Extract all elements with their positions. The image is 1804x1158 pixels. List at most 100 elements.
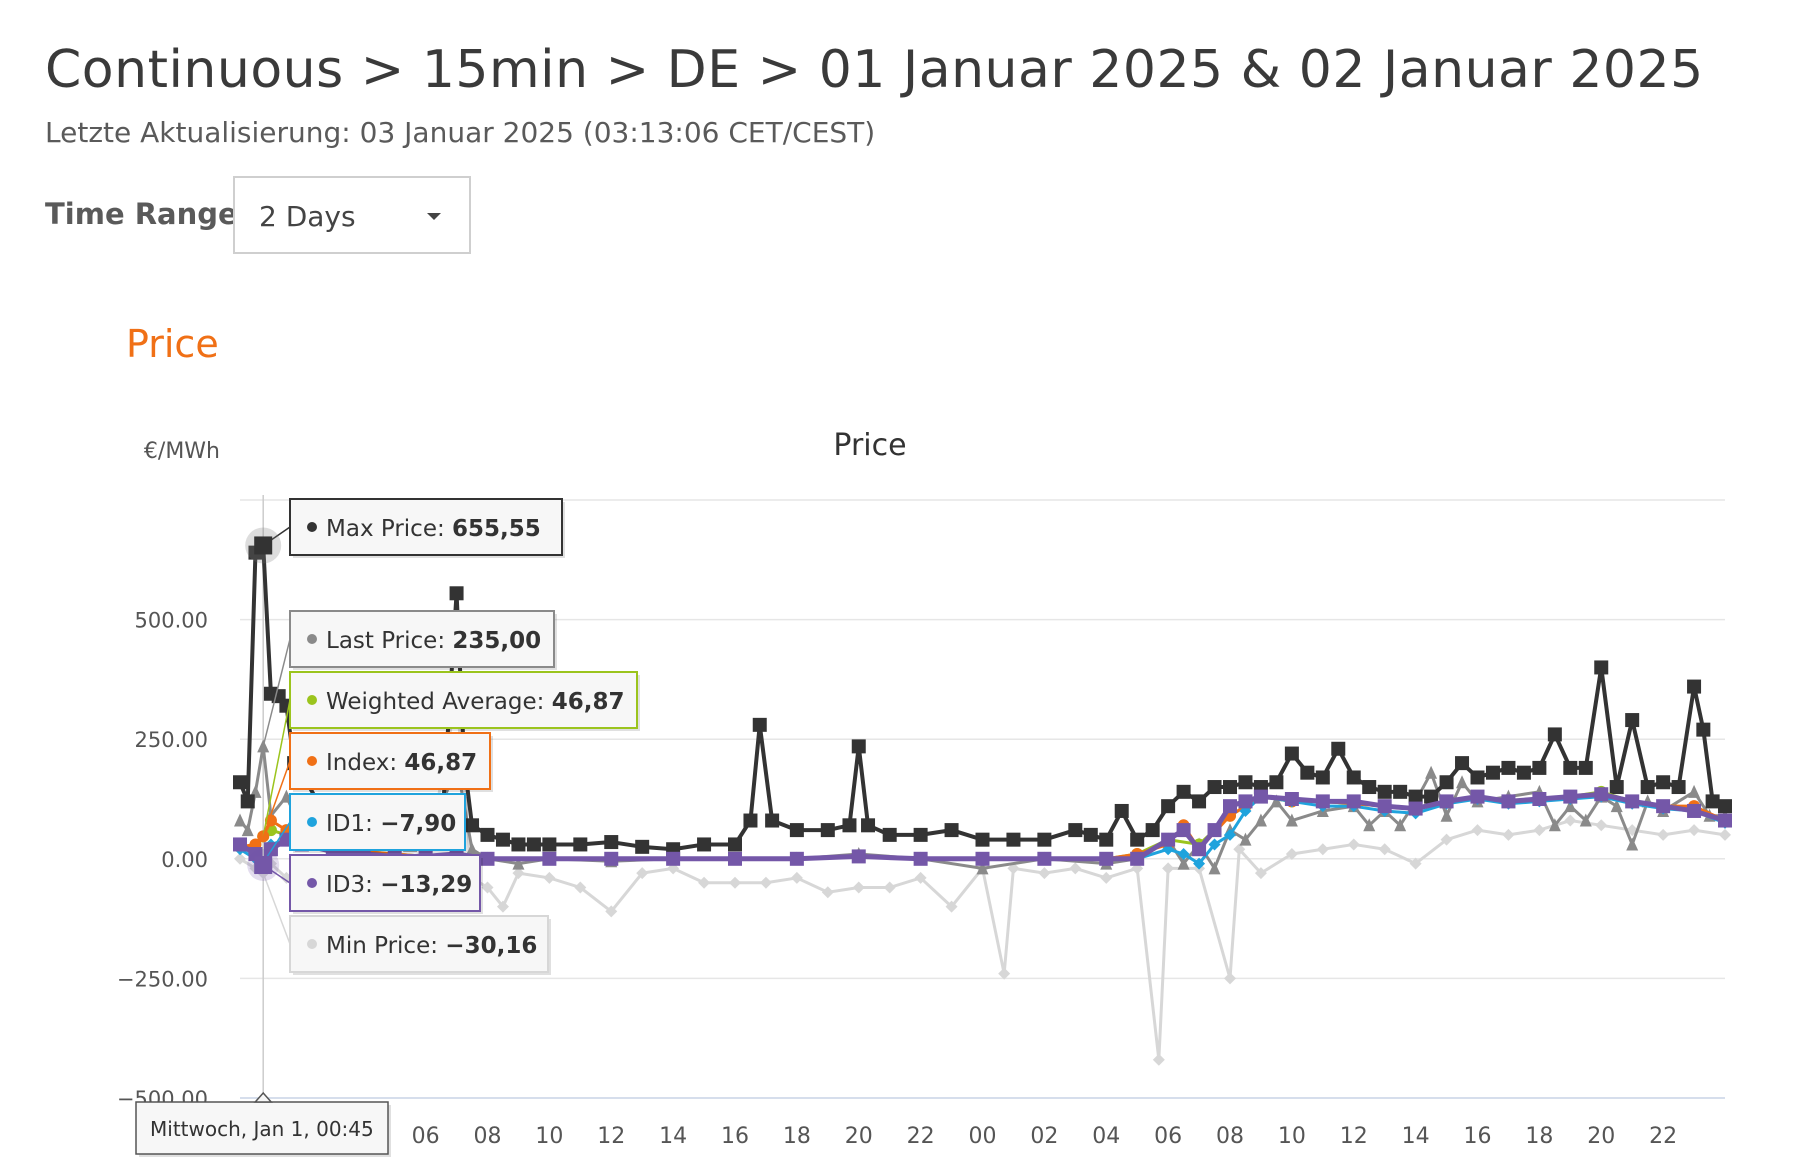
data-point-last xyxy=(1440,808,1453,822)
data-point-min xyxy=(729,876,741,889)
data-point-id1 xyxy=(1177,848,1190,861)
data-point-max xyxy=(765,813,780,828)
data-point-last xyxy=(1270,794,1283,808)
data-point-max xyxy=(1718,799,1732,814)
data-point-max xyxy=(1207,780,1222,795)
y-tick-label: 0.00 xyxy=(161,848,208,872)
x-tick-label: 06 xyxy=(1154,1124,1182,1149)
tooltip-series-name: Weighted Average: xyxy=(326,689,552,715)
breadcrumb: Continuous > 15min > DE > 01 Januar 2025… xyxy=(45,40,1704,100)
data-point-max xyxy=(1393,784,1408,799)
data-point-min xyxy=(1038,867,1051,880)
data-point-max xyxy=(789,823,804,838)
data-point-last xyxy=(1363,818,1376,832)
data-point-max xyxy=(465,818,480,833)
data-point-id3 xyxy=(1099,851,1114,866)
tooltip-connector xyxy=(262,872,291,945)
data-point-min xyxy=(1440,833,1453,846)
data-point-max xyxy=(1671,780,1686,795)
data-point-id3 xyxy=(789,851,804,866)
hover-point xyxy=(254,536,273,555)
data-point-min xyxy=(1471,824,1484,837)
x-tick-label: 16 xyxy=(1464,1124,1492,1149)
data-point-id1 xyxy=(1224,828,1236,841)
tooltip-dot xyxy=(307,522,317,532)
data-point-last xyxy=(1239,832,1252,846)
data-point-min xyxy=(574,881,587,894)
data-point-max xyxy=(842,818,857,833)
data-point-min xyxy=(1657,828,1670,841)
y-tick-label: 250.00 xyxy=(135,728,208,752)
tooltip-weighted: Weighted Average: 46,87 xyxy=(262,671,640,837)
x-tick-label: 22 xyxy=(907,1124,935,1149)
data-point-id3 xyxy=(1687,803,1702,818)
data-point-max xyxy=(1238,775,1253,790)
x-tick-label: 22 xyxy=(1649,1124,1677,1149)
data-point-id3 xyxy=(233,837,247,852)
data-point-max xyxy=(1439,775,1454,790)
data-point-last xyxy=(1456,775,1469,789)
data-point-last xyxy=(976,861,989,875)
tooltip-connector xyxy=(262,699,291,837)
data-point-id3 xyxy=(1470,789,1485,804)
data-point-max xyxy=(975,832,990,847)
data-point-last xyxy=(1626,837,1639,851)
data-point-id3 xyxy=(975,851,990,866)
tooltip-dot xyxy=(307,817,317,827)
tooltip-date: Mittwoch, Jan 1, 00:45 xyxy=(135,1091,391,1157)
data-point-max xyxy=(1114,803,1129,818)
data-point-max xyxy=(1563,760,1578,775)
data-point-max xyxy=(1455,756,1470,771)
data-point-max xyxy=(1501,760,1516,775)
data-point-last xyxy=(234,813,246,827)
data-point-id3 xyxy=(1532,792,1547,806)
data-point-max xyxy=(1408,789,1423,804)
data-point-last xyxy=(1394,818,1407,832)
data-point-max xyxy=(1656,775,1671,790)
data-point-min xyxy=(1162,862,1175,875)
x-tick-label: 16 xyxy=(721,1124,749,1149)
data-point-max xyxy=(1377,784,1392,799)
tooltip-value: 46,87 xyxy=(552,689,625,715)
data-point-last xyxy=(1254,813,1267,827)
data-point-min xyxy=(1152,1053,1165,1066)
data-point-max xyxy=(1223,780,1237,795)
data-point-last xyxy=(1208,861,1221,875)
tooltip-date-text: Mittwoch, Jan 1, 00:45 xyxy=(150,1117,374,1141)
tooltip-series-name: ID3: xyxy=(326,872,380,898)
data-point-min xyxy=(1233,843,1246,856)
tooltip-connector xyxy=(262,760,291,837)
data-point-max xyxy=(480,827,495,842)
data-point-max xyxy=(697,837,712,852)
data-point-max xyxy=(449,586,464,601)
data-point-id3 xyxy=(542,851,557,866)
tooltip-dot xyxy=(307,634,317,644)
tooltip-box xyxy=(135,1101,389,1155)
x-tick-label: 08 xyxy=(474,1124,502,1149)
time-range-value: 2 Days xyxy=(259,200,356,233)
data-point-min xyxy=(759,876,772,889)
data-point-min xyxy=(481,881,494,894)
data-point-max xyxy=(1424,789,1439,804)
x-tick-label: 14 xyxy=(659,1124,687,1149)
data-point-max xyxy=(1161,799,1176,814)
data-point-last xyxy=(1610,799,1623,813)
data-point-min xyxy=(1409,857,1422,870)
data-point-id3 xyxy=(1161,832,1176,847)
time-range-dropdown[interactable]: 2 Days xyxy=(233,176,471,254)
data-point-id3 xyxy=(1439,794,1454,809)
data-point-min xyxy=(543,871,556,884)
data-point-last xyxy=(1177,856,1190,870)
tooltip-value: −30,16 xyxy=(445,933,537,959)
data-point-id3 xyxy=(1315,794,1330,809)
tooltip-value: 655,55 xyxy=(452,516,541,542)
data-point-min xyxy=(945,900,958,913)
data-point-max xyxy=(743,813,758,828)
tooltip-dot xyxy=(307,939,317,949)
data-point-id3 xyxy=(1408,801,1423,816)
tooltip-series-name: Max Price: xyxy=(326,516,452,542)
tooltip-dot xyxy=(307,878,317,888)
data-point-min xyxy=(698,876,711,889)
data-point-min xyxy=(1347,838,1360,851)
